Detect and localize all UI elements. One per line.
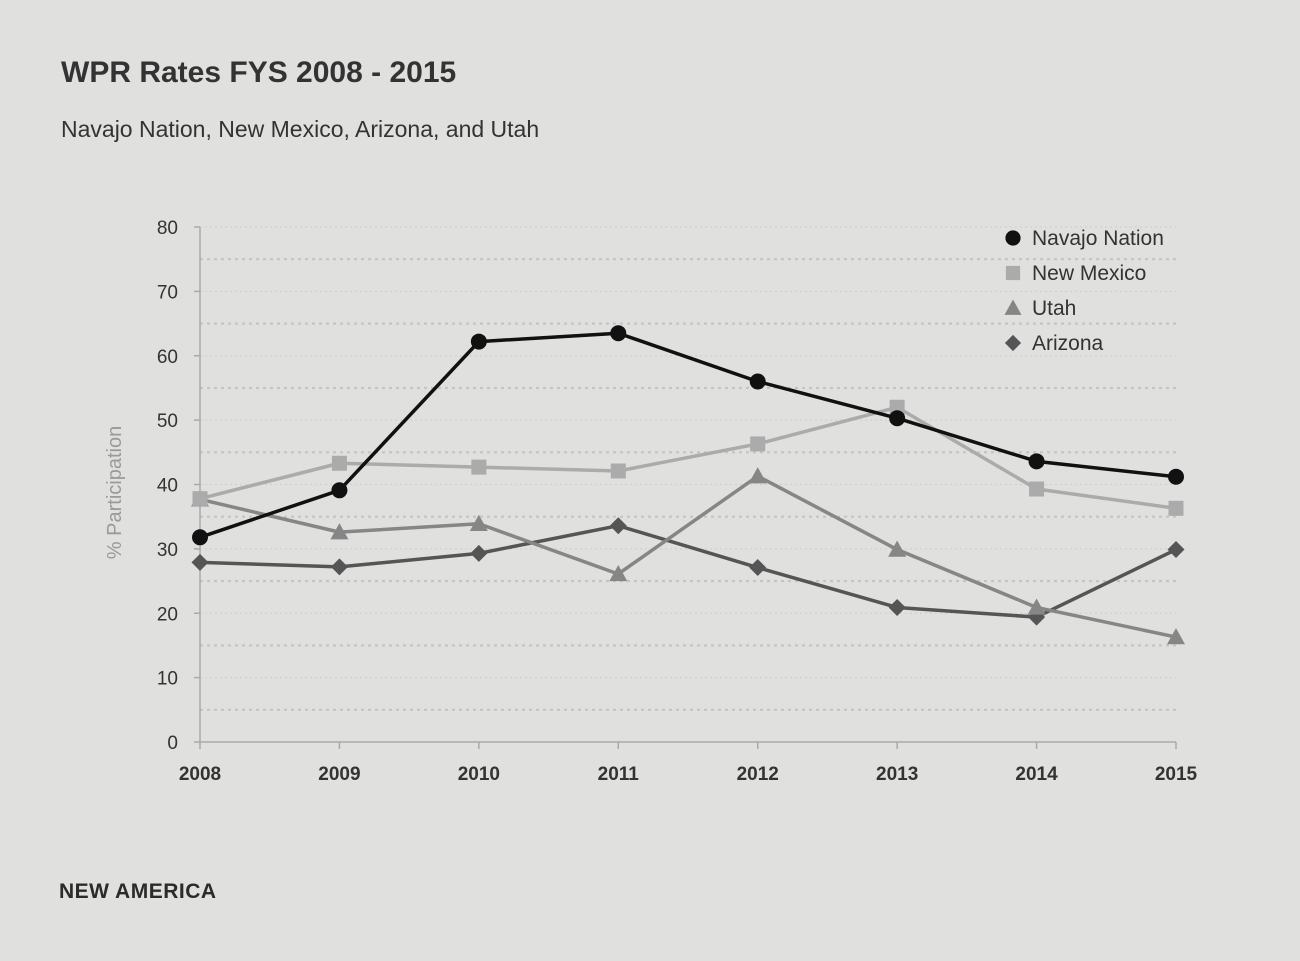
series-arizona	[191, 517, 1185, 626]
data-point-navajo-nation	[1168, 468, 1184, 485]
legend-item-navajo-nation: Navajo Nation	[1005, 227, 1164, 250]
series-navajo-nation	[192, 325, 1184, 546]
data-point-arizona	[330, 558, 348, 576]
axes: 0 10 20 30 40 50 60 70 80 2008 2009 2010 2011 2012 201…	[104, 218, 1198, 785]
data-point-new-mexico	[1029, 481, 1045, 497]
legend-label-navajo-nation: Navajo Nation	[1032, 227, 1164, 250]
data-point-new-mexico	[610, 463, 626, 479]
y-tick-label: 70	[157, 282, 178, 303]
x-tick-label: 2010	[458, 764, 500, 785]
x-tick-label: 2015	[1155, 764, 1198, 785]
brand-logo: NEW AMERICA	[59, 880, 217, 903]
y-tick-label: 10	[157, 669, 178, 690]
legend-marker-new-mexico	[1005, 265, 1021, 281]
data-point-arizona	[609, 517, 627, 535]
series-line-utah	[199, 474, 1177, 639]
x-tick-label: 2008	[179, 764, 221, 785]
legend-marker-navajo-nation	[1005, 230, 1021, 246]
data-point-utah	[1027, 598, 1046, 615]
data-point-arizona	[470, 544, 488, 562]
data-point-new-mexico	[192, 491, 208, 507]
data-point-new-mexico	[471, 459, 487, 475]
data-point-utah	[888, 540, 907, 557]
y-tick-label: 60	[157, 347, 178, 368]
data-point-navajo-nation	[610, 325, 627, 342]
data-point-utah	[609, 564, 628, 582]
data-point-arizona	[888, 598, 906, 616]
legend-item-utah: Utah	[1004, 297, 1076, 320]
x-tick-label: 2011	[598, 764, 640, 785]
y-tick-label: 50	[157, 411, 178, 432]
legend-marker-utah	[1004, 299, 1022, 315]
legend-label-utah: Utah	[1032, 297, 1076, 320]
data-point-utah	[748, 467, 767, 484]
legend: Navajo Nation New Mexico Utah Arizona	[1004, 227, 1164, 355]
legend-marker-arizona	[1004, 334, 1022, 352]
y-tick-label: 40	[157, 476, 178, 497]
legend-item-new-mexico: New Mexico	[1005, 262, 1146, 285]
data-point-navajo-nation	[889, 410, 906, 427]
y-tick-label: 0	[167, 733, 178, 754]
data-point-arizona	[749, 559, 767, 577]
series-line-navajo-nation	[199, 331, 1177, 539]
x-tick-label: 2009	[318, 764, 360, 785]
data-point-navajo-nation	[192, 529, 208, 546]
x-tick-label: 2012	[737, 764, 779, 785]
data-point-arizona	[191, 553, 209, 571]
data-point-new-mexico	[1168, 500, 1184, 516]
data-point-navajo-nation	[470, 333, 487, 350]
data-point-new-mexico	[750, 436, 766, 452]
legend-label-new-mexico: New Mexico	[1032, 262, 1146, 285]
legend-label-arizona: Arizona	[1032, 332, 1104, 355]
chart-subtitle: Navajo Nation, New Mexico, Arizona, and …	[61, 116, 540, 142]
y-tick-label: 20	[157, 604, 178, 625]
chart-title: WPR Rates FYS 2008 - 2015	[61, 56, 457, 89]
data-point-utah	[469, 514, 488, 531]
data-point-utah	[330, 523, 349, 540]
series-line-arizona	[199, 523, 1177, 619]
y-axis-label: % Participation	[104, 426, 126, 559]
data-point-navajo-nation	[749, 373, 766, 390]
data-point-new-mexico	[331, 455, 347, 471]
data-point-navajo-nation	[331, 482, 348, 499]
data-point-utah	[1167, 628, 1185, 645]
y-tick-label: 80	[157, 218, 178, 239]
y-tick-label: 30	[157, 540, 178, 561]
data-point-arizona	[1167, 541, 1185, 559]
data-point-new-mexico	[889, 399, 905, 415]
x-tick-label: 2013	[876, 764, 918, 785]
legend-item-arizona: Arizona	[1004, 332, 1104, 355]
data-point-navajo-nation	[1028, 453, 1045, 470]
x-tick-label: 2014	[1015, 764, 1058, 785]
series-lines	[191, 325, 1185, 645]
